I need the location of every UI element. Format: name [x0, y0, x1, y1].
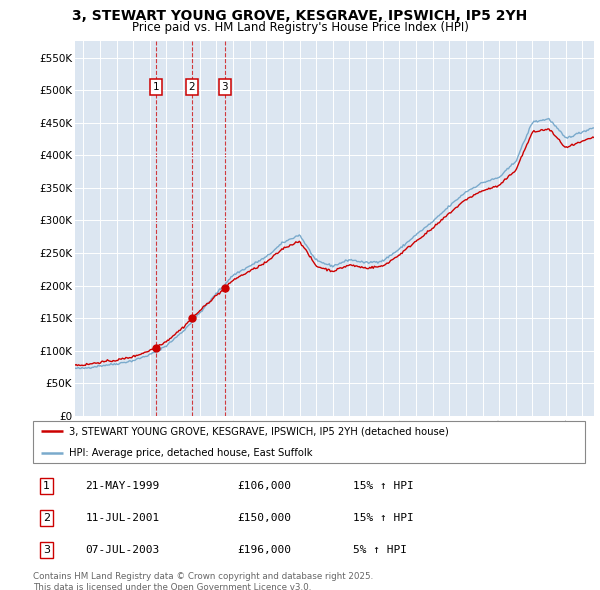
Text: 07-JUL-2003: 07-JUL-2003 — [85, 545, 160, 555]
Text: 2: 2 — [188, 82, 195, 92]
Text: 15% ↑ HPI: 15% ↑ HPI — [353, 513, 414, 523]
Text: Price paid vs. HM Land Registry's House Price Index (HPI): Price paid vs. HM Land Registry's House … — [131, 21, 469, 34]
Text: 3: 3 — [43, 545, 50, 555]
Text: 3, STEWART YOUNG GROVE, KESGRAVE, IPSWICH, IP5 2YH (detached house): 3, STEWART YOUNG GROVE, KESGRAVE, IPSWIC… — [69, 427, 449, 436]
Text: £150,000: £150,000 — [237, 513, 291, 523]
Text: £106,000: £106,000 — [237, 481, 291, 491]
Text: HPI: Average price, detached house, East Suffolk: HPI: Average price, detached house, East… — [69, 448, 313, 457]
Text: 3, STEWART YOUNG GROVE, KESGRAVE, IPSWICH, IP5 2YH: 3, STEWART YOUNG GROVE, KESGRAVE, IPSWIC… — [73, 9, 527, 24]
Text: 11-JUL-2001: 11-JUL-2001 — [85, 513, 160, 523]
Text: 5% ↑ HPI: 5% ↑ HPI — [353, 545, 407, 555]
Text: Contains HM Land Registry data © Crown copyright and database right 2025.
This d: Contains HM Land Registry data © Crown c… — [33, 572, 373, 590]
Text: 2: 2 — [43, 513, 50, 523]
Text: 3: 3 — [221, 82, 228, 92]
Text: 15% ↑ HPI: 15% ↑ HPI — [353, 481, 414, 491]
Text: 1: 1 — [153, 82, 160, 92]
Text: 21-MAY-1999: 21-MAY-1999 — [85, 481, 160, 491]
Text: £196,000: £196,000 — [237, 545, 291, 555]
Text: 1: 1 — [43, 481, 50, 491]
FancyBboxPatch shape — [33, 421, 585, 463]
